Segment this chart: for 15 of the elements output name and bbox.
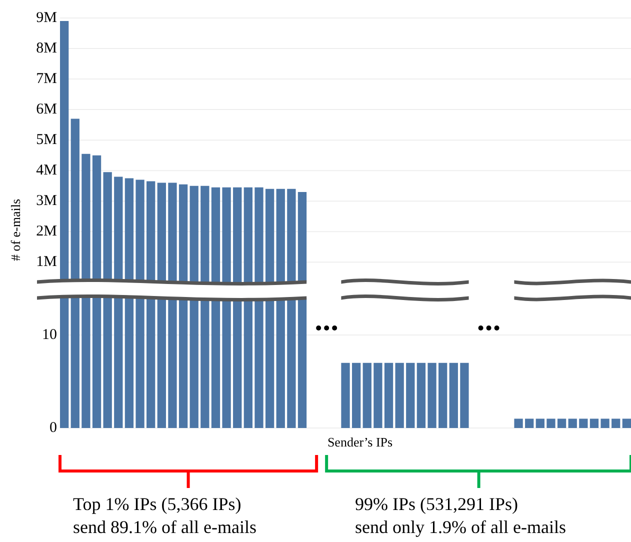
y-tick-label: 2M (36, 224, 57, 240)
x-axis-title: Sender’s IPs (327, 434, 393, 450)
y-tick-label: 0 (50, 420, 57, 436)
y-tick-label: 6M (36, 102, 57, 118)
y-tick-label: 10 (42, 327, 57, 343)
y-tick-label: 8M (36, 40, 57, 57)
y-tick-label: 9M (36, 10, 57, 26)
text: Top 1% IPs (5,366 IPs) send 89.1% of all e-mails (73, 494, 256, 537)
y-tick-label: 3M (36, 193, 57, 210)
y-tick-label: 1M (36, 254, 57, 270)
y-tick-label: 7M (36, 71, 57, 88)
y-tick-label: 4M (36, 162, 57, 179)
y-axis-title: # of e-mails (8, 198, 23, 262)
text: 99% IPs (531,291 IPs) send only 1.9% of all e-mails (355, 494, 566, 537)
y-tick-label: 5M (36, 132, 57, 148)
